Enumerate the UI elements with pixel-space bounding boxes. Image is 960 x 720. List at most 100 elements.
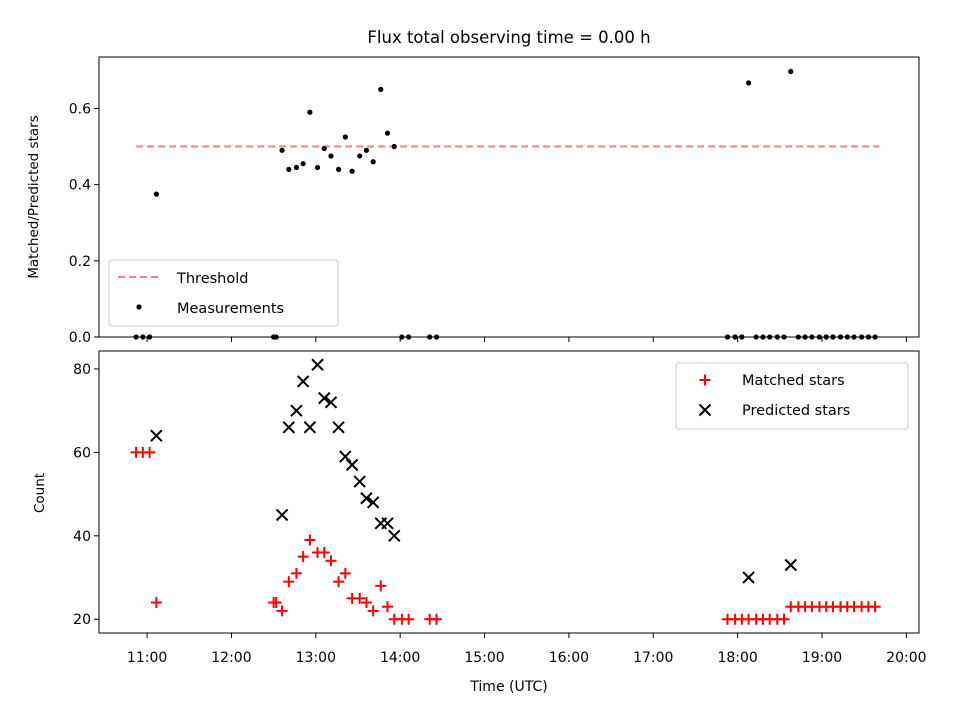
predicted-star-point [275,508,289,522]
predicted-star-point [318,391,331,405]
measurement-point [342,134,348,140]
cross-stroke-b [311,358,324,371]
top-y-tick-label: 0.4 [69,178,91,194]
cross-stroke-b [275,508,289,522]
matched-star-point [270,597,282,609]
cross-stroke-b [324,396,338,409]
top-legend: Threshold Measurements [108,259,339,327]
legend-matched-swatch [699,374,711,386]
predicted-star-point [311,358,324,371]
legend-predicted-label: Predicted stars [742,403,850,419]
matched-star-point [403,613,415,625]
cross-stroke-b [784,558,797,572]
matched-star-point [325,555,337,567]
matched-star-point [430,613,442,625]
cross-stroke-b [360,492,373,505]
cross-stroke-b [339,450,352,463]
cross-stroke-b [290,404,303,417]
measurement-point [321,145,327,152]
measurement-point [300,161,306,167]
predicted-star-point [360,492,373,505]
cross-stroke-b [742,571,755,584]
predicted-star-point [332,421,345,434]
predicted-star-point [784,558,797,572]
cross-stroke-b [366,496,380,509]
bottom-x-tick-label: 11:00 [127,650,167,666]
predicted-star-point [366,496,380,509]
top-x-ticks [146,337,907,342]
predicted-star-points [150,358,797,584]
measurement-point [335,166,342,172]
measurement-point [307,109,313,115]
cross-stroke-b [332,421,345,434]
measurement-point [328,153,334,159]
measurement-point [788,68,794,75]
legend-measurements-swatch [136,304,142,310]
measurement-point [363,147,370,153]
cross-stroke-b [150,429,163,442]
cross-stroke-b [303,421,317,434]
matched-star-point [318,546,330,558]
matched-star-point [150,597,162,609]
top-plot-frame [98,56,920,338]
measurement-point [293,164,300,171]
measurement-point [286,166,292,172]
predicted-star-point [742,571,755,584]
matched-star-point [382,601,394,613]
predicted-star-point [388,529,401,543]
matched-star-point [354,592,366,604]
measurement-point [357,153,363,159]
legend-matched-label: Matched stars [742,373,845,389]
predicted-star-point [290,404,303,417]
predicted-star-point [296,375,310,388]
top-y-tick-label: 0.0 [69,330,91,346]
top-y-axis-label: Matched/Predicted stars [26,115,42,278]
bottom-y-tick-label: 80 [73,362,91,378]
matched-star-point [144,446,156,458]
matched-star-point [367,605,379,617]
top-y-tick-label: 0.6 [69,101,91,117]
bottom-y-tick-label: 20 [73,612,91,628]
measurement-point [349,168,355,174]
top-panel: Flux total observing time = 0.00 h Match… [26,28,920,346]
predicted-star-point [282,421,296,434]
measurement-point [153,191,159,197]
cross-stroke-b [318,391,331,405]
bottom-y-tick-label: 40 [73,529,91,545]
bottom-plot-frame [98,350,920,634]
predicted-star-point [150,429,163,442]
predicted-star-point [303,421,317,434]
legend-predicted-swatch [698,403,712,417]
cross-stroke-b [698,403,712,417]
x-axis-label: Time (UTC) [469,679,547,695]
legend-threshold-label: Threshold [176,271,248,287]
bottom-x-tick-label: 20:00 [886,650,926,666]
bottom-x-tick-label: 14:00 [380,650,420,666]
matched-star-point [339,567,351,579]
matched-star-point [290,567,302,579]
measurement-point [384,130,391,136]
matched-star-point [360,597,372,609]
matched-star-point [333,576,345,588]
bottom-x-tick-label: 15:00 [464,650,504,666]
top-y-ticks: 0.0 0.2 0.4 0.6 [69,101,99,346]
cross-stroke-b [388,529,401,543]
measurement-point [314,164,321,171]
bottom-y-tick-label: 60 [73,445,91,461]
bottom-y-ticks: 20 40 60 80 [73,362,99,628]
bottom-x-tick-label: 12:00 [211,650,251,666]
predicted-star-point [324,396,338,409]
top-legend-box [108,259,339,327]
measurement-point [370,159,376,165]
measurement-point [279,147,285,153]
bottom-x-tick-label: 17:00 [633,650,673,666]
measurement-point [391,143,397,150]
matched-star-point [304,534,316,546]
matched-star-point [297,551,309,563]
predicted-star-point [339,450,352,463]
top-y-tick-label: 0.2 [69,254,91,270]
cross-stroke-b [282,421,296,434]
chart-title: Flux total observing time = 0.00 h [367,28,650,47]
cross-stroke-b [296,375,310,388]
